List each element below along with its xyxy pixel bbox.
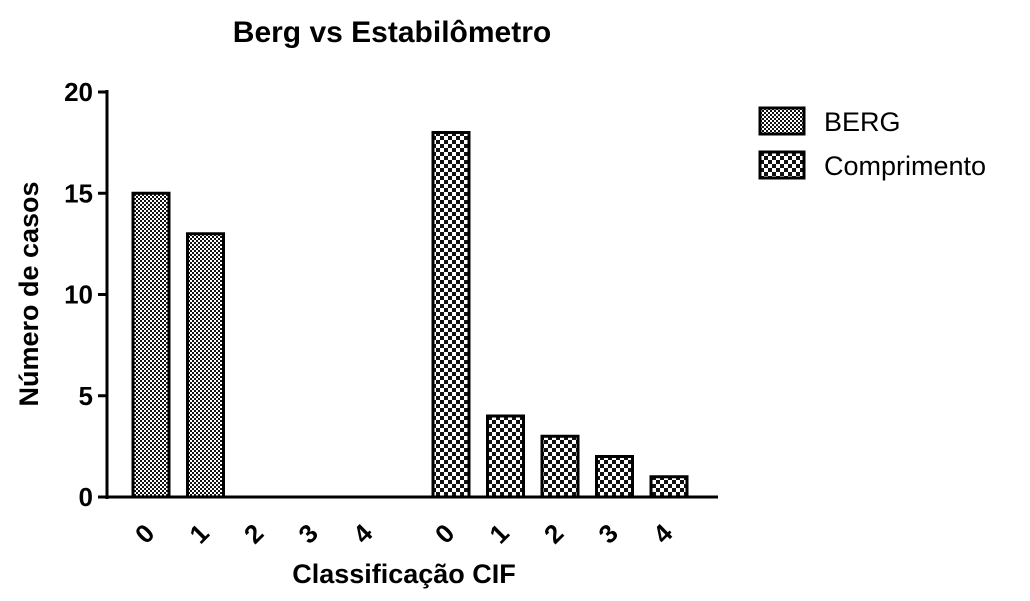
y-tick-label: 0 <box>79 482 93 512</box>
bars <box>131 131 689 499</box>
legend-swatch-berg <box>758 106 806 136</box>
x-tick-label: 2 <box>538 518 569 549</box>
bar-comprimento-1 <box>486 414 525 499</box>
bar-berg-1 <box>186 232 225 499</box>
x-tick-label: 1 <box>183 518 214 549</box>
x-tick-label: 1 <box>483 518 514 549</box>
bar-comprimento-3 <box>595 455 634 499</box>
bar-comprimento-0 <box>431 131 471 499</box>
legend: BERG Comprimento <box>758 106 986 181</box>
y-tick-label: 15 <box>64 178 93 208</box>
y-tick-label: 10 <box>64 280 93 310</box>
y-tick-label: 5 <box>79 381 93 411</box>
x-tick-label: 2 <box>238 518 269 549</box>
x-tick-label: 4 <box>347 518 379 550</box>
x-tick-label: 0 <box>129 518 160 549</box>
x-axis-label: Classificação CIF <box>292 559 516 589</box>
bar-comprimento-2 <box>540 434 580 499</box>
legend-swatch-comprimento <box>758 150 806 180</box>
x-tick-label: 3 <box>292 518 323 549</box>
chart-title: Berg vs Estabilômetro <box>233 16 551 49</box>
bar-comprimento-4 <box>649 475 689 499</box>
legend-label-berg: BERG <box>824 107 901 137</box>
y-tick-label: 20 <box>64 77 93 107</box>
x-tick-label: 3 <box>592 518 623 549</box>
y-axis-label: Número de casos <box>14 181 44 406</box>
x-tick-label: 0 <box>429 518 460 549</box>
x-tick-label: 4 <box>647 518 679 550</box>
legend-label-comprimento: Comprimento <box>824 151 986 181</box>
bar-berg-0 <box>131 191 171 499</box>
